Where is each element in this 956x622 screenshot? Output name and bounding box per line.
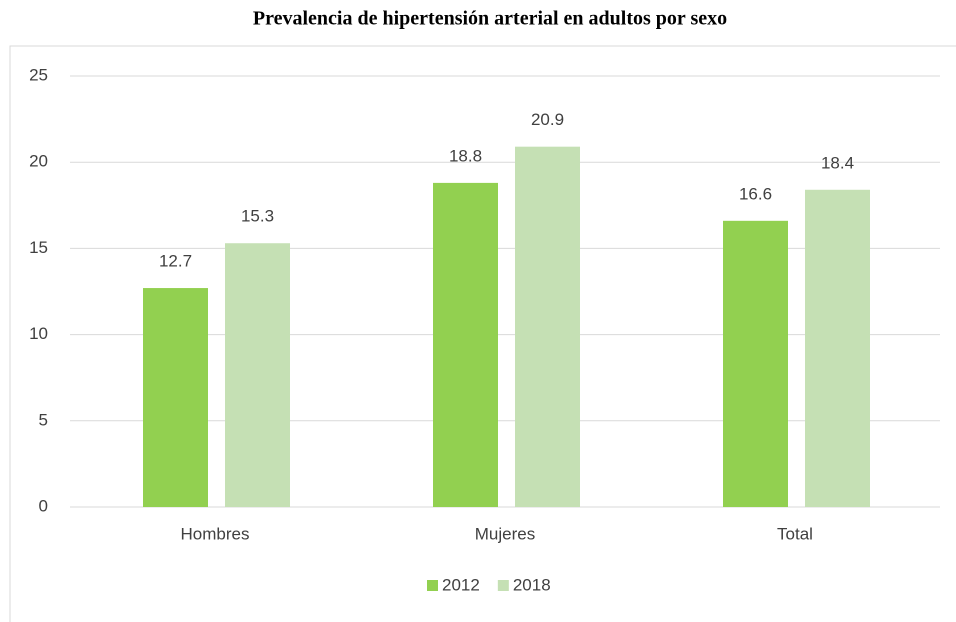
chart-frame bbox=[9, 45, 956, 622]
bar bbox=[805, 189, 870, 507]
x-tick-label: Hombres bbox=[181, 524, 250, 543]
bar bbox=[723, 220, 788, 508]
legend-label: 2012 bbox=[442, 575, 480, 594]
bar bbox=[433, 182, 498, 507]
legend-label: 2018 bbox=[513, 575, 551, 594]
data-label: 15.3 bbox=[241, 207, 274, 226]
x-tick-label: Total bbox=[777, 524, 813, 543]
bar bbox=[515, 146, 580, 507]
chart-title: Prevalencia de hipertensión arterial en … bbox=[253, 8, 727, 30]
y-tick-label: 25 bbox=[29, 65, 48, 84]
y-tick-label: 10 bbox=[29, 324, 48, 343]
y-tick-label: 15 bbox=[29, 238, 48, 257]
bar bbox=[225, 243, 290, 507]
legend-swatch bbox=[427, 580, 438, 591]
data-label: 18.4 bbox=[821, 153, 854, 172]
data-label: 18.8 bbox=[449, 146, 482, 165]
data-label: 12.7 bbox=[159, 252, 192, 271]
y-tick-label: 0 bbox=[39, 496, 48, 515]
y-tick-label: 5 bbox=[39, 410, 48, 429]
bar bbox=[143, 288, 208, 507]
x-tick-label: Mujeres bbox=[475, 524, 535, 543]
y-tick-label: 20 bbox=[29, 152, 48, 171]
legend-swatch bbox=[497, 580, 509, 591]
data-label: 16.6 bbox=[739, 184, 772, 203]
data-label: 20.9 bbox=[531, 110, 564, 129]
